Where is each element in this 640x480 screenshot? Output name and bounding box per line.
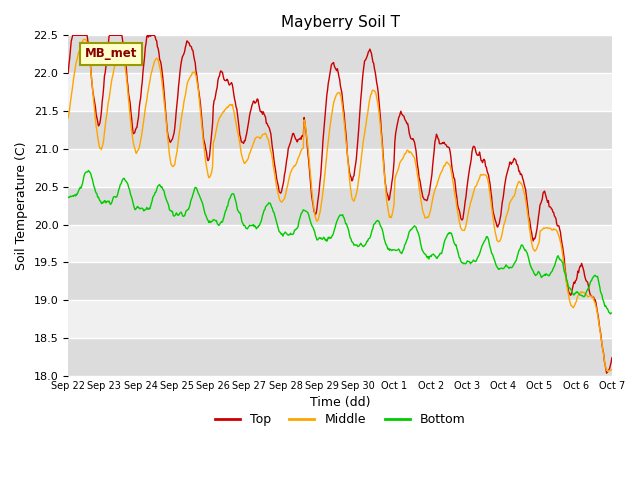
Bar: [68, 111, 612, 149]
Bar: [68, 225, 612, 263]
Bar: [68, 73, 612, 111]
Bar: [68, 263, 612, 300]
Bar: [68, 187, 612, 225]
Bar: [68, 149, 612, 187]
X-axis label: Time (dd): Time (dd): [310, 396, 371, 409]
Bar: [68, 300, 612, 338]
Text: MB_met: MB_met: [84, 48, 137, 60]
Bar: [68, 36, 612, 73]
Bar: [68, 338, 612, 376]
Title: Mayberry Soil T: Mayberry Soil T: [280, 15, 399, 30]
Y-axis label: Soil Temperature (C): Soil Temperature (C): [15, 142, 28, 270]
Legend: Top, Middle, Bottom: Top, Middle, Bottom: [209, 408, 470, 431]
